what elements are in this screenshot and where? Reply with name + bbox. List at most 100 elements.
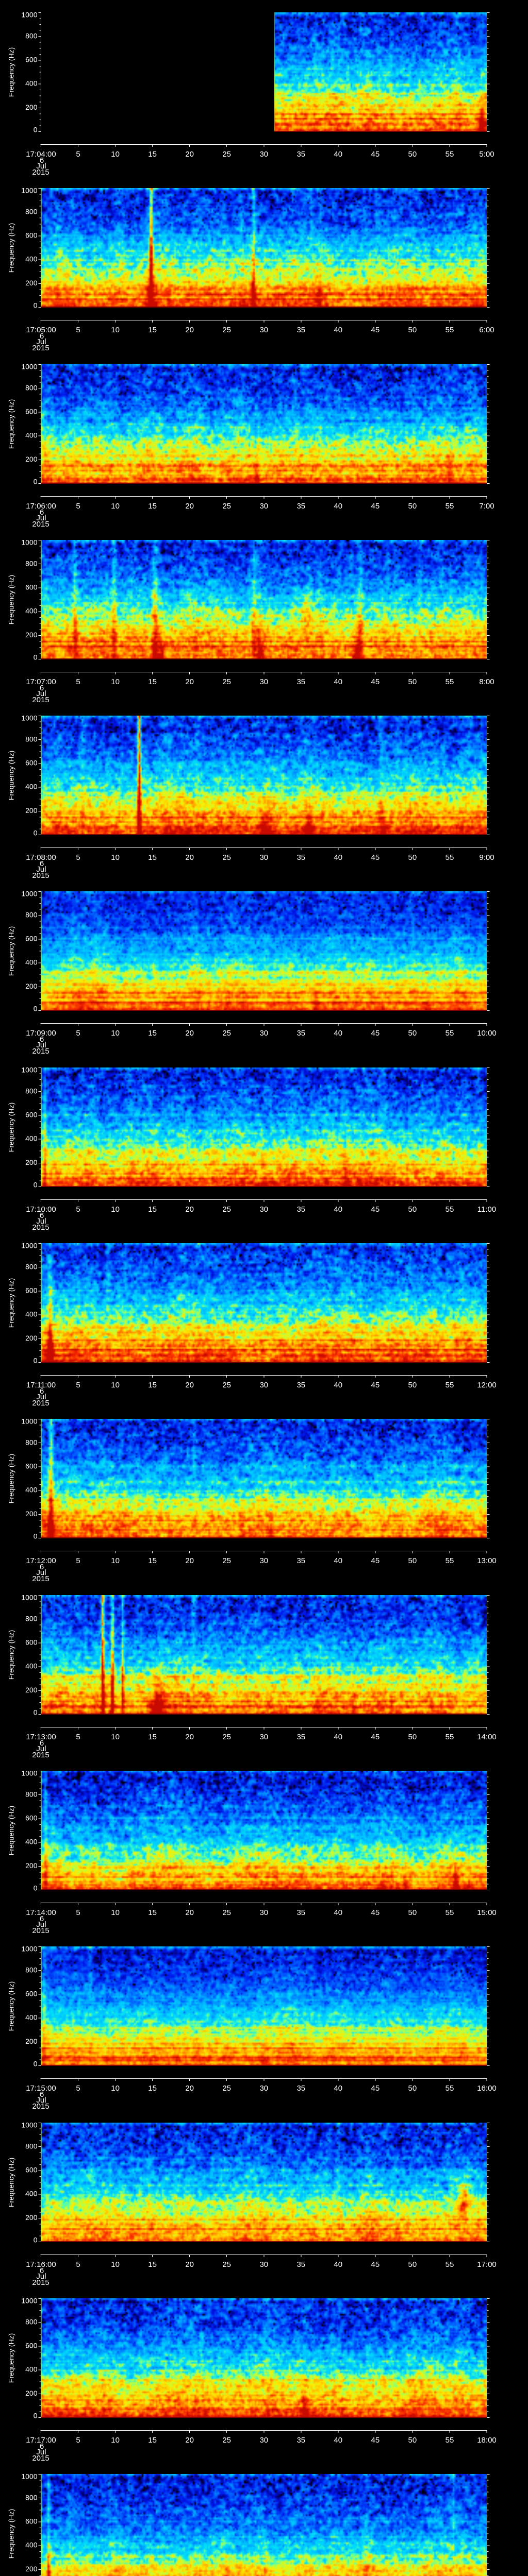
svg-text:600: 600: [25, 408, 38, 416]
svg-text:50: 50: [408, 1381, 417, 1389]
svg-text:10: 10: [111, 150, 120, 159]
svg-text:45: 45: [371, 1029, 380, 1038]
svg-text:20: 20: [185, 1908, 194, 1917]
svg-text:6: 6: [40, 859, 44, 868]
svg-text:30: 30: [259, 2260, 268, 2269]
svg-text:20: 20: [185, 502, 194, 511]
svg-text:5: 5: [76, 502, 80, 511]
svg-text:200: 200: [25, 1510, 38, 1518]
svg-text:40: 40: [334, 1556, 342, 1565]
svg-text:30: 30: [259, 1029, 268, 1038]
svg-text:5: 5: [76, 2260, 80, 2269]
svg-text:17:00: 17:00: [477, 2260, 497, 2269]
svg-text:15: 15: [148, 1205, 157, 1214]
svg-text:50: 50: [408, 1029, 417, 1038]
svg-text:50: 50: [408, 502, 417, 511]
svg-text:1000: 1000: [21, 714, 37, 722]
svg-text:0: 0: [34, 653, 38, 662]
svg-text:55: 55: [446, 1733, 454, 1741]
svg-text:Frequency (Hz): Frequency (Hz): [7, 223, 15, 273]
svg-text:600: 600: [25, 231, 38, 240]
svg-text:45: 45: [371, 2436, 380, 2445]
svg-text:1000: 1000: [21, 1945, 37, 1953]
svg-text:10: 10: [111, 1908, 120, 1917]
svg-text:400: 400: [25, 1134, 38, 1143]
svg-text:30: 30: [259, 1205, 268, 1214]
svg-text:10: 10: [111, 1029, 120, 1038]
svg-text:Jul: Jul: [36, 162, 46, 171]
svg-text:15: 15: [148, 2260, 157, 2269]
svg-text:25: 25: [222, 1029, 231, 1038]
svg-text:15: 15: [148, 1381, 157, 1389]
svg-text:25: 25: [222, 1205, 231, 1214]
svg-text:Jul: Jul: [36, 337, 46, 346]
svg-text:Jul: Jul: [36, 865, 46, 874]
svg-text:15:00: 15:00: [477, 1908, 497, 1917]
svg-text:13:00: 13:00: [477, 1556, 497, 1565]
svg-text:1000: 1000: [21, 1769, 37, 1777]
svg-text:55: 55: [446, 326, 454, 334]
svg-text:35: 35: [296, 326, 305, 334]
svg-text:Frequency (Hz): Frequency (Hz): [7, 1630, 15, 1680]
svg-text:2015: 2015: [32, 344, 49, 352]
svg-text:5: 5: [76, 150, 80, 159]
svg-text:40: 40: [334, 677, 342, 686]
svg-text:25: 25: [222, 1556, 231, 1565]
svg-text:15: 15: [148, 677, 157, 686]
svg-text:10: 10: [111, 677, 120, 686]
svg-text:40: 40: [334, 150, 342, 159]
svg-text:20: 20: [185, 853, 194, 862]
svg-text:17:11:00: 17:11:00: [26, 1381, 56, 1389]
svg-text:5:00: 5:00: [479, 150, 494, 159]
svg-text:50: 50: [408, 677, 417, 686]
svg-text:15: 15: [148, 326, 157, 334]
svg-text:2015: 2015: [32, 1399, 49, 1407]
svg-text:40: 40: [334, 1733, 342, 1741]
svg-text:45: 45: [371, 502, 380, 511]
svg-text:20: 20: [185, 1733, 194, 1741]
svg-text:0: 0: [34, 126, 38, 134]
svg-text:50: 50: [408, 1205, 417, 1214]
svg-text:50: 50: [408, 150, 417, 159]
svg-text:35: 35: [296, 2084, 305, 2093]
svg-text:50: 50: [408, 2084, 417, 2093]
svg-text:1000: 1000: [21, 363, 37, 371]
svg-text:400: 400: [25, 783, 38, 791]
svg-text:25: 25: [222, 150, 231, 159]
svg-text:400: 400: [25, 958, 38, 967]
svg-text:25: 25: [222, 677, 231, 686]
svg-text:600: 600: [25, 1111, 38, 1119]
svg-text:200: 200: [25, 1158, 38, 1166]
svg-text:2015: 2015: [32, 168, 49, 176]
svg-text:17:08:00: 17:08:00: [26, 853, 56, 862]
svg-text:55: 55: [446, 2084, 454, 2093]
svg-text:400: 400: [25, 1486, 38, 1494]
svg-text:30: 30: [259, 1733, 268, 1741]
svg-text:600: 600: [25, 2517, 38, 2526]
svg-text:800: 800: [25, 1790, 38, 1798]
svg-text:17:10:00: 17:10:00: [26, 1205, 56, 1214]
svg-text:50: 50: [408, 1908, 417, 1917]
svg-text:20: 20: [185, 1381, 194, 1389]
svg-text:15: 15: [148, 150, 157, 159]
svg-text:30: 30: [259, 326, 268, 334]
svg-text:10: 10: [111, 1733, 120, 1741]
svg-text:35: 35: [296, 1029, 305, 1038]
svg-text:50: 50: [408, 2260, 417, 2269]
svg-text:17:12:00: 17:12:00: [26, 1556, 56, 1565]
svg-text:Frequency (Hz): Frequency (Hz): [7, 1806, 15, 1855]
svg-text:800: 800: [25, 1262, 38, 1270]
svg-text:17:17:00: 17:17:00: [26, 2436, 56, 2445]
svg-text:45: 45: [371, 1733, 380, 1741]
svg-text:200: 200: [25, 103, 38, 111]
svg-text:30: 30: [259, 1908, 268, 1917]
svg-text:25: 25: [222, 502, 231, 511]
svg-text:2015: 2015: [32, 1574, 49, 1583]
svg-text:200: 200: [25, 631, 38, 639]
svg-text:200: 200: [25, 2389, 38, 2397]
svg-text:2015: 2015: [32, 1223, 49, 1231]
svg-text:1000: 1000: [21, 890, 37, 898]
svg-text:1000: 1000: [21, 187, 37, 195]
svg-text:400: 400: [25, 2365, 38, 2374]
svg-text:16:00: 16:00: [477, 2084, 497, 2093]
